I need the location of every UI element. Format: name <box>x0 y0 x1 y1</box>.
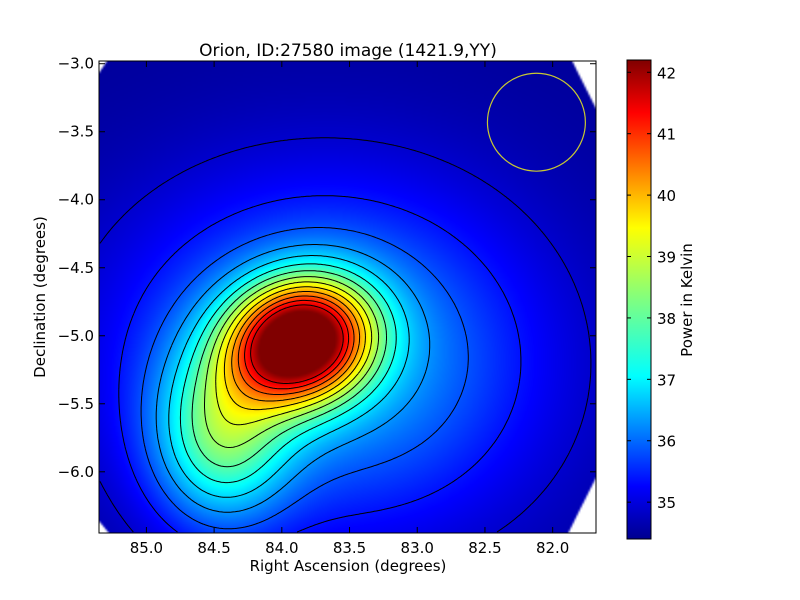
colorbar-label: Power in Kelvin <box>678 243 696 357</box>
contour-line <box>140 227 469 530</box>
x-tick-label: 84.5 <box>197 539 230 557</box>
x-tick-label: 84.0 <box>265 539 298 557</box>
colorbar-tick-label: 35 <box>657 494 676 512</box>
y-axis: −3.0 −3.5 −4.0 −4.5 −5.0 −5.5 −6.0 <box>58 55 596 481</box>
contour-line <box>250 304 344 384</box>
y-tick-label: −3.0 <box>58 55 94 73</box>
x-tick-label: 83.5 <box>333 539 366 557</box>
contour-line <box>223 286 366 411</box>
colorbar-ticks: 35 36 37 38 39 40 41 42 <box>627 64 676 512</box>
y-tick-label: −4.0 <box>58 191 94 209</box>
x-tick-label: 82.5 <box>468 539 501 557</box>
y-tick-label: −6.0 <box>58 463 94 481</box>
y-tick-label: −3.5 <box>58 123 94 141</box>
contour-line <box>215 281 373 426</box>
y-tick-label: −5.0 <box>58 327 94 345</box>
x-axis-label: Right Ascension (degrees) <box>250 557 447 575</box>
contour-line <box>237 295 355 395</box>
contour-line <box>191 270 387 468</box>
x-axis: 85.0 84.5 84.0 83.5 83.0 82.5 82.0 <box>130 61 569 557</box>
contour-line <box>204 276 380 448</box>
contour-line <box>118 195 522 533</box>
plot-frame <box>98 60 597 534</box>
chart-title: Orion, ID:27580 image (1421.9,YY) <box>199 41 497 61</box>
colorbar-tick-label: 38 <box>657 310 676 328</box>
colorbar-gradient <box>626 59 652 540</box>
contour-line <box>179 263 397 484</box>
heatmap-image <box>99 61 596 533</box>
colorbar-tick-label: 40 <box>657 187 676 205</box>
contour-line <box>231 291 361 402</box>
beam-circle <box>486 72 586 172</box>
y-axis-label: Declination (degrees) <box>31 216 49 378</box>
colorbar-tick-label: 42 <box>657 64 676 82</box>
heatmap-area <box>98 60 597 534</box>
colorbar-tick-label: 36 <box>657 433 676 451</box>
contour-line <box>168 255 410 498</box>
x-tick-label: 85.0 <box>130 539 163 557</box>
contour-lines <box>99 137 592 533</box>
contour-line <box>155 244 431 513</box>
y-tick-label: −5.5 <box>58 395 94 413</box>
colorbar-tick-label: 41 <box>657 126 676 144</box>
contour-line <box>244 299 350 390</box>
contour-line <box>99 137 592 533</box>
x-tick-label: 83.0 <box>401 539 434 557</box>
colorbar-tick-label: 37 <box>657 371 676 389</box>
colorbar: 35 36 37 38 39 40 41 42 Power in Kelvin <box>626 59 696 540</box>
colorbar-tick-label: 39 <box>657 249 676 267</box>
x-tick-label: 82.0 <box>536 539 569 557</box>
y-tick-label: −4.5 <box>58 259 94 277</box>
